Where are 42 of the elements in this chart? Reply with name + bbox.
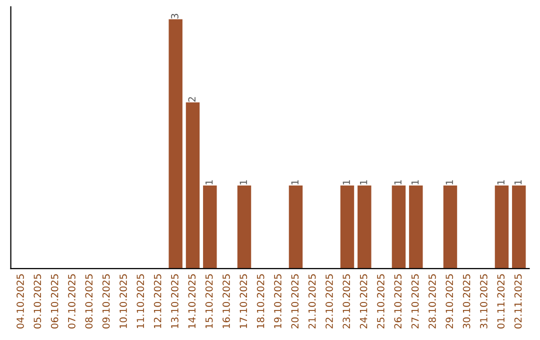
- data-label: 1: [446, 180, 453, 184]
- x-tick-label: 17.10.2025: [240, 274, 248, 328]
- x-tick-label: 31.10.2025: [480, 274, 488, 328]
- x-tick-label: 11.10.2025: [136, 274, 144, 328]
- x-tick-label: 22.10.2025: [326, 274, 333, 328]
- data-label: 1: [360, 180, 368, 184]
- data-label: 1: [206, 180, 213, 184]
- x-tick-label: 27.10.2025: [411, 274, 419, 328]
- x-tick-label: 05.10.2025: [34, 274, 42, 328]
- x-tick-label: 15.10.2025: [205, 274, 213, 328]
- x-tick-label: 29.10.2025: [446, 274, 454, 328]
- x-tick-label: 25.10.2025: [377, 274, 384, 328]
- x-tick-label: 28.10.2025: [428, 274, 436, 328]
- x-tick-label: 12.10.2025: [154, 274, 162, 328]
- x-tick-label: 23.10.2025: [342, 274, 350, 328]
- data-label: 1: [240, 180, 247, 184]
- x-tick-label: 20.10.2025: [291, 274, 299, 328]
- x-tick-label: 07.10.2025: [68, 274, 76, 328]
- data-label: 1: [342, 180, 350, 184]
- data-label: 1: [497, 180, 504, 184]
- data-label: 1: [514, 180, 522, 184]
- data-label: 1: [394, 180, 402, 184]
- x-tick-label: 14.10.2025: [188, 274, 196, 328]
- data-label: 3: [171, 14, 178, 19]
- x-tick-label: 16.10.2025: [222, 274, 230, 328]
- data-label: 1: [412, 180, 419, 184]
- x-tick-label: 04.10.2025: [16, 274, 24, 328]
- x-tick-label: 19.10.2025: [274, 274, 282, 328]
- x-tick-label: 21.10.2025: [308, 274, 316, 328]
- x-tick-label: 09.10.2025: [102, 274, 110, 328]
- x-tick-label: 08.10.2025: [85, 274, 93, 328]
- x-tick-label: 18.10.2025: [256, 274, 264, 328]
- x-tick-label: 30.10.2025: [462, 274, 470, 328]
- x-tick-label: 10.10.2025: [120, 274, 127, 328]
- data-label: 1: [291, 180, 298, 184]
- data-label: 2: [188, 97, 196, 102]
- x-tick-label: 06.10.2025: [50, 274, 58, 328]
- x-tick-label: 01.11.2025: [497, 274, 505, 328]
- x-tick-label: 13.10.2025: [171, 274, 178, 328]
- x-tick-label: 24.10.2025: [360, 274, 368, 328]
- x-tick-label: 02.11.2025: [514, 274, 522, 328]
- x-tick-label: 26.10.2025: [394, 274, 402, 328]
